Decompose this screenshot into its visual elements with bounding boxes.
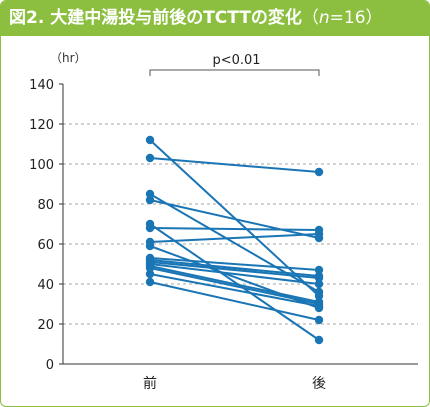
subject-line-5 [149,223,320,341]
significance-annotation: p<0.01 [149,53,320,76]
point-after-7 [314,229,324,239]
y-tick-label-80: 80 [37,198,54,213]
point-before-14 [145,263,155,273]
y-tick-label-20: 20 [37,318,54,333]
subject-line-12 [149,263,320,285]
y-tick-label-60: 60 [37,238,54,253]
point-after-2 [314,167,324,177]
point-before-4 [145,195,155,205]
point-after-15 [314,301,324,311]
subject-line-9 [149,257,320,271]
point-before-15 [145,269,155,279]
point-after-11 [314,273,324,283]
subject-pair-15 [145,269,324,311]
paired-series [145,135,324,345]
y-tick-label-140: 140 [29,78,54,93]
y-tick-label-120: 120 [29,118,54,133]
point-after-12 [314,279,324,289]
y-tick-label-0: 0 [46,358,54,373]
y-tick-labels: 0 20 40 60 80 100 120 140 [29,78,63,373]
point-before-1 [145,135,155,145]
y-tick-label-40: 40 [37,278,54,293]
subject-line-15 [149,273,320,307]
significance-label: p<0.01 [212,53,260,68]
y-tick-label-100: 100 [29,158,54,173]
point-after-5 [314,335,324,345]
subject-line-16 [149,281,320,321]
title-main: 図2. 大建中湯投与前後のTCTTの変化 [9,8,302,28]
subject-line-11 [149,261,320,279]
subject-line-10 [149,259,320,277]
significance-bracket [149,69,320,76]
subject-line-14 [149,267,320,305]
point-after-9 [314,265,324,275]
subject-pair-2 [145,153,324,177]
point-before-8 [145,241,155,251]
point-before-3 [145,189,155,199]
point-before-2 [145,153,155,163]
subject-line-4 [149,199,320,239]
title-n-variable: n [318,8,330,28]
subject-line-2 [149,157,320,173]
point-before-16 [145,277,155,287]
axes [62,84,418,365]
x-category-label-0: 前 [143,375,157,392]
title-paren-open: （ [301,8,319,28]
point-after-3 [314,287,324,297]
figure-title: 図2. 大建中湯投与前後のTCTTの変化（n=16） [1,1,429,36]
x-category-labels: 前後 [143,375,326,392]
point-after-16 [314,315,324,325]
subject-line-6 [149,227,320,231]
subject-pair-16 [145,277,324,325]
grid-lines [63,123,418,325]
y-axis-label: （hr） [50,51,87,65]
title-n-value: =16） [329,8,383,28]
subject-line-13 [149,265,320,303]
x-category-label-1: 後 [312,376,326,392]
subject-line-7 [149,233,320,243]
point-before-6 [145,223,155,233]
